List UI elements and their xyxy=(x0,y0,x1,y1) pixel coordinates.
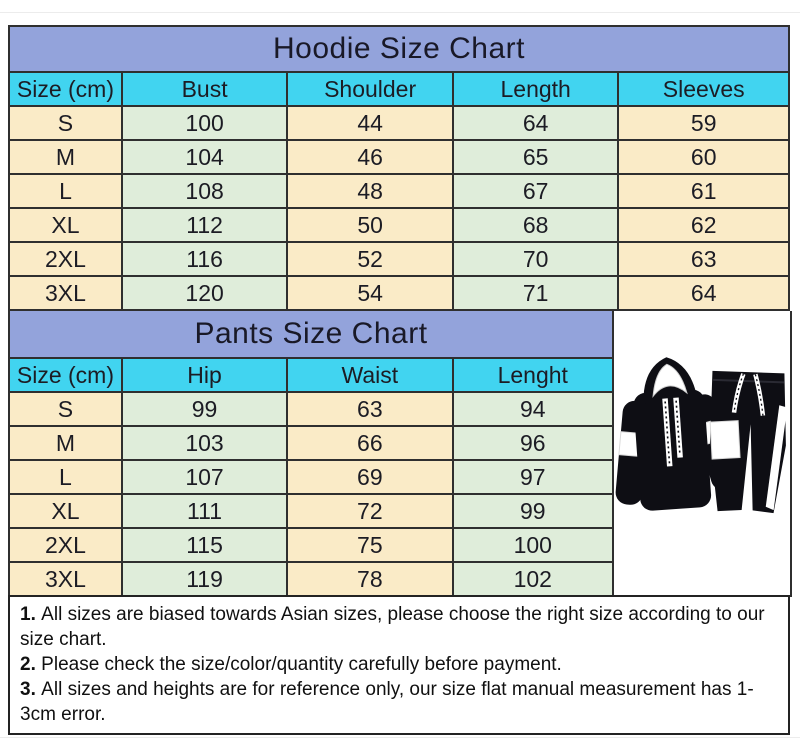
value-cell: 67 xyxy=(451,173,620,209)
size-cell: S xyxy=(8,105,123,141)
size-cell: S xyxy=(8,391,123,427)
size-cell: L xyxy=(8,459,123,495)
table-row: M 103 66 96 xyxy=(8,425,615,461)
value-cell: 62 xyxy=(617,207,790,243)
column-header: Shoulder xyxy=(286,71,454,107)
value-cell: 72 xyxy=(286,493,454,529)
value-cell: 94 xyxy=(451,391,615,427)
note-number: 1. xyxy=(20,604,36,625)
size-cell: XL xyxy=(8,207,123,243)
value-cell: 96 xyxy=(451,425,615,461)
column-header: Size (cm) xyxy=(8,71,123,107)
table-row: 2XL 116 52 70 63 xyxy=(8,241,790,277)
value-cell: 71 xyxy=(451,275,620,311)
value-cell: 65 xyxy=(451,139,620,175)
value-cell: 100 xyxy=(451,527,615,563)
product-photo-area xyxy=(614,311,792,597)
column-header: Sleeves xyxy=(617,71,790,107)
value-cell: 60 xyxy=(617,139,790,175)
pants-section: Pants Size Chart Size (cm) Hip Waist Len… xyxy=(8,311,792,597)
note-line: 2. Please check the size/color/quantity c… xyxy=(20,652,778,677)
size-cell: 3XL xyxy=(8,561,123,597)
hoodie-chart-title: Hoodie Size Chart xyxy=(8,25,790,71)
value-cell: 63 xyxy=(617,241,790,277)
note-line: 3. All sizes and heights are for referenc… xyxy=(20,677,778,727)
pants-header-row: Size (cm) Hip Waist Lenght xyxy=(8,357,615,393)
hoodie-size-table: Size (cm) Bust Shoulder Length Sleeves S… xyxy=(8,71,790,311)
value-cell: 63 xyxy=(286,391,454,427)
size-cell: 3XL xyxy=(8,275,123,311)
table-row: S 99 63 94 xyxy=(8,391,615,427)
size-cell: XL xyxy=(8,493,123,529)
charts-wrapper: Hoodie Size Chart Size (cm) Bust Shoulde… xyxy=(8,25,792,735)
tracksuit-illustration xyxy=(615,357,788,514)
hoodie-header-row: Size (cm) Bust Shoulder Length Sleeves xyxy=(8,71,790,107)
column-header: Length xyxy=(451,71,620,107)
note-text: Please check the size/color/quantity car… xyxy=(41,654,562,675)
note-text: All sizes are biased towards Asian sizes… xyxy=(20,604,765,650)
pants-size-table: Size (cm) Hip Waist Lenght S 99 63 94 M … xyxy=(8,357,615,597)
table-row: L 108 48 67 61 xyxy=(8,173,790,209)
value-cell: 99 xyxy=(120,391,289,427)
note-line: 1. All sizes are biased towards Asian siz… xyxy=(20,602,778,652)
value-cell: 119 xyxy=(120,561,289,597)
value-cell: 102 xyxy=(451,561,615,597)
top-divider xyxy=(0,12,800,13)
value-cell: 70 xyxy=(451,241,620,277)
table-row: 3XL 119 78 102 xyxy=(8,561,615,597)
value-cell: 54 xyxy=(286,275,454,311)
value-cell: 107 xyxy=(120,459,289,495)
column-header: Lenght xyxy=(451,357,615,393)
value-cell: 100 xyxy=(120,105,289,141)
value-cell: 99 xyxy=(451,493,615,529)
value-cell: 52 xyxy=(286,241,454,277)
value-cell: 103 xyxy=(120,425,289,461)
column-header: Hip xyxy=(120,357,289,393)
value-cell: 116 xyxy=(120,241,289,277)
value-cell: 59 xyxy=(617,105,790,141)
note-number: 3. xyxy=(20,679,36,700)
table-row: XL 112 50 68 62 xyxy=(8,207,790,243)
value-cell: 69 xyxy=(286,459,454,495)
value-cell: 97 xyxy=(451,459,615,495)
table-row: S 100 44 64 59 xyxy=(8,105,790,141)
pants-chart-block: Pants Size Chart Size (cm) Hip Waist Len… xyxy=(8,311,615,597)
size-cell: 2XL xyxy=(8,241,123,277)
value-cell: 64 xyxy=(451,105,620,141)
value-cell: 44 xyxy=(286,105,454,141)
value-cell: 120 xyxy=(120,275,289,311)
bottom-divider xyxy=(0,737,800,738)
value-cell: 64 xyxy=(617,275,790,311)
note-number: 2. xyxy=(20,654,36,675)
note-text: All sizes and heights are for reference … xyxy=(20,679,754,725)
table-row: XL 111 72 99 xyxy=(8,493,615,529)
value-cell: 61 xyxy=(617,173,790,209)
value-cell: 111 xyxy=(120,493,289,529)
column-header: Size (cm) xyxy=(8,357,123,393)
size-cell: M xyxy=(8,425,123,461)
value-cell: 104 xyxy=(120,139,289,175)
table-row: M 104 46 65 60 xyxy=(8,139,790,175)
value-cell: 66 xyxy=(286,425,454,461)
value-cell: 50 xyxy=(286,207,454,243)
table-row: 3XL 120 54 71 64 xyxy=(8,275,790,311)
size-cell: M xyxy=(8,139,123,175)
column-header: Waist xyxy=(286,357,454,393)
value-cell: 112 xyxy=(120,207,289,243)
value-cell: 46 xyxy=(286,139,454,175)
table-row: L 107 69 97 xyxy=(8,459,615,495)
pants-chart-title: Pants Size Chart xyxy=(8,311,614,357)
size-cell: L xyxy=(8,173,123,209)
table-row: 2XL 115 75 100 xyxy=(8,527,615,563)
value-cell: 108 xyxy=(120,173,289,209)
notes-box: 1. All sizes are biased towards Asian siz… xyxy=(8,595,790,735)
value-cell: 68 xyxy=(451,207,620,243)
size-cell: 2XL xyxy=(8,527,123,563)
value-cell: 78 xyxy=(286,561,454,597)
value-cell: 48 xyxy=(286,173,454,209)
value-cell: 115 xyxy=(120,527,289,563)
column-header: Bust xyxy=(120,71,289,107)
value-cell: 75 xyxy=(286,527,454,563)
